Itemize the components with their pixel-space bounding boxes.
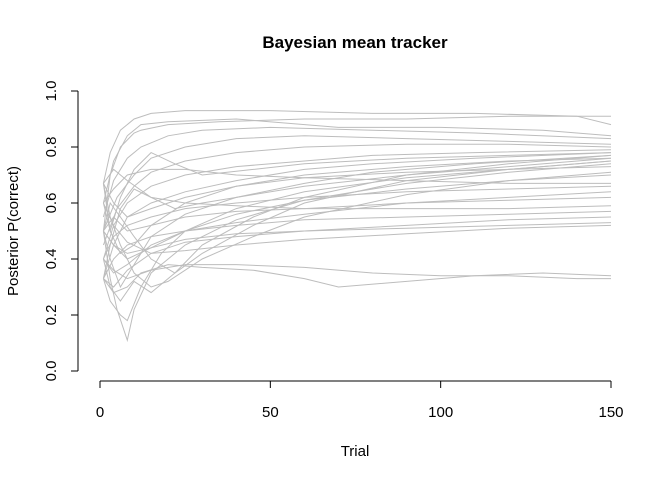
series-line-16 xyxy=(102,185,612,260)
y-tick-label: 0.6 xyxy=(43,193,60,214)
series-line-22 xyxy=(102,222,612,254)
x-tick-label: 50 xyxy=(262,404,279,421)
series-line-4 xyxy=(102,126,612,218)
series-line-3 xyxy=(102,118,612,204)
series-line-12 xyxy=(102,163,612,343)
series-line-21 xyxy=(103,216,612,288)
x-tick-label: 100 xyxy=(428,404,453,421)
x-tick-label: 150 xyxy=(598,404,623,421)
series-line-26 xyxy=(102,171,612,288)
y-axis-label: Posterior P(correct) xyxy=(5,166,22,296)
series-line-25 xyxy=(103,258,611,280)
y-tick-label: 0.8 xyxy=(43,137,60,158)
series-line-6 xyxy=(102,143,612,246)
chart-title: Bayesian mean tracker xyxy=(262,33,448,52)
y-axis: 0.0 0.2 0.4 0.6 0.8 1.0 xyxy=(43,81,79,382)
series-line-29 xyxy=(102,151,612,233)
series-line-7 xyxy=(102,149,612,260)
y-tick-label: 0.2 xyxy=(43,305,60,326)
series-line-17 xyxy=(102,191,612,279)
series-line-23 xyxy=(102,202,612,254)
x-axis: 0 50 100 150 xyxy=(96,380,624,421)
series-line-27 xyxy=(102,160,612,274)
series-line-9 xyxy=(102,154,612,289)
series-line-1 xyxy=(102,110,612,184)
series-line-8 xyxy=(102,152,612,279)
series-line-20 xyxy=(102,210,612,274)
x-axis-label: Trial xyxy=(341,443,370,460)
series-lines xyxy=(102,110,612,343)
series-line-2 xyxy=(102,115,611,232)
y-tick-label: 1.0 xyxy=(43,81,60,102)
series-line-15 xyxy=(102,168,611,204)
series-line-18 xyxy=(102,196,612,232)
y-tick-label: 0.0 xyxy=(43,361,60,382)
y-tick-label: 0.4 xyxy=(43,249,60,270)
x-tick-label: 0 xyxy=(96,404,104,421)
series-line-30 xyxy=(102,154,612,302)
series-line-14 xyxy=(102,174,612,260)
series-line-19 xyxy=(102,168,612,210)
